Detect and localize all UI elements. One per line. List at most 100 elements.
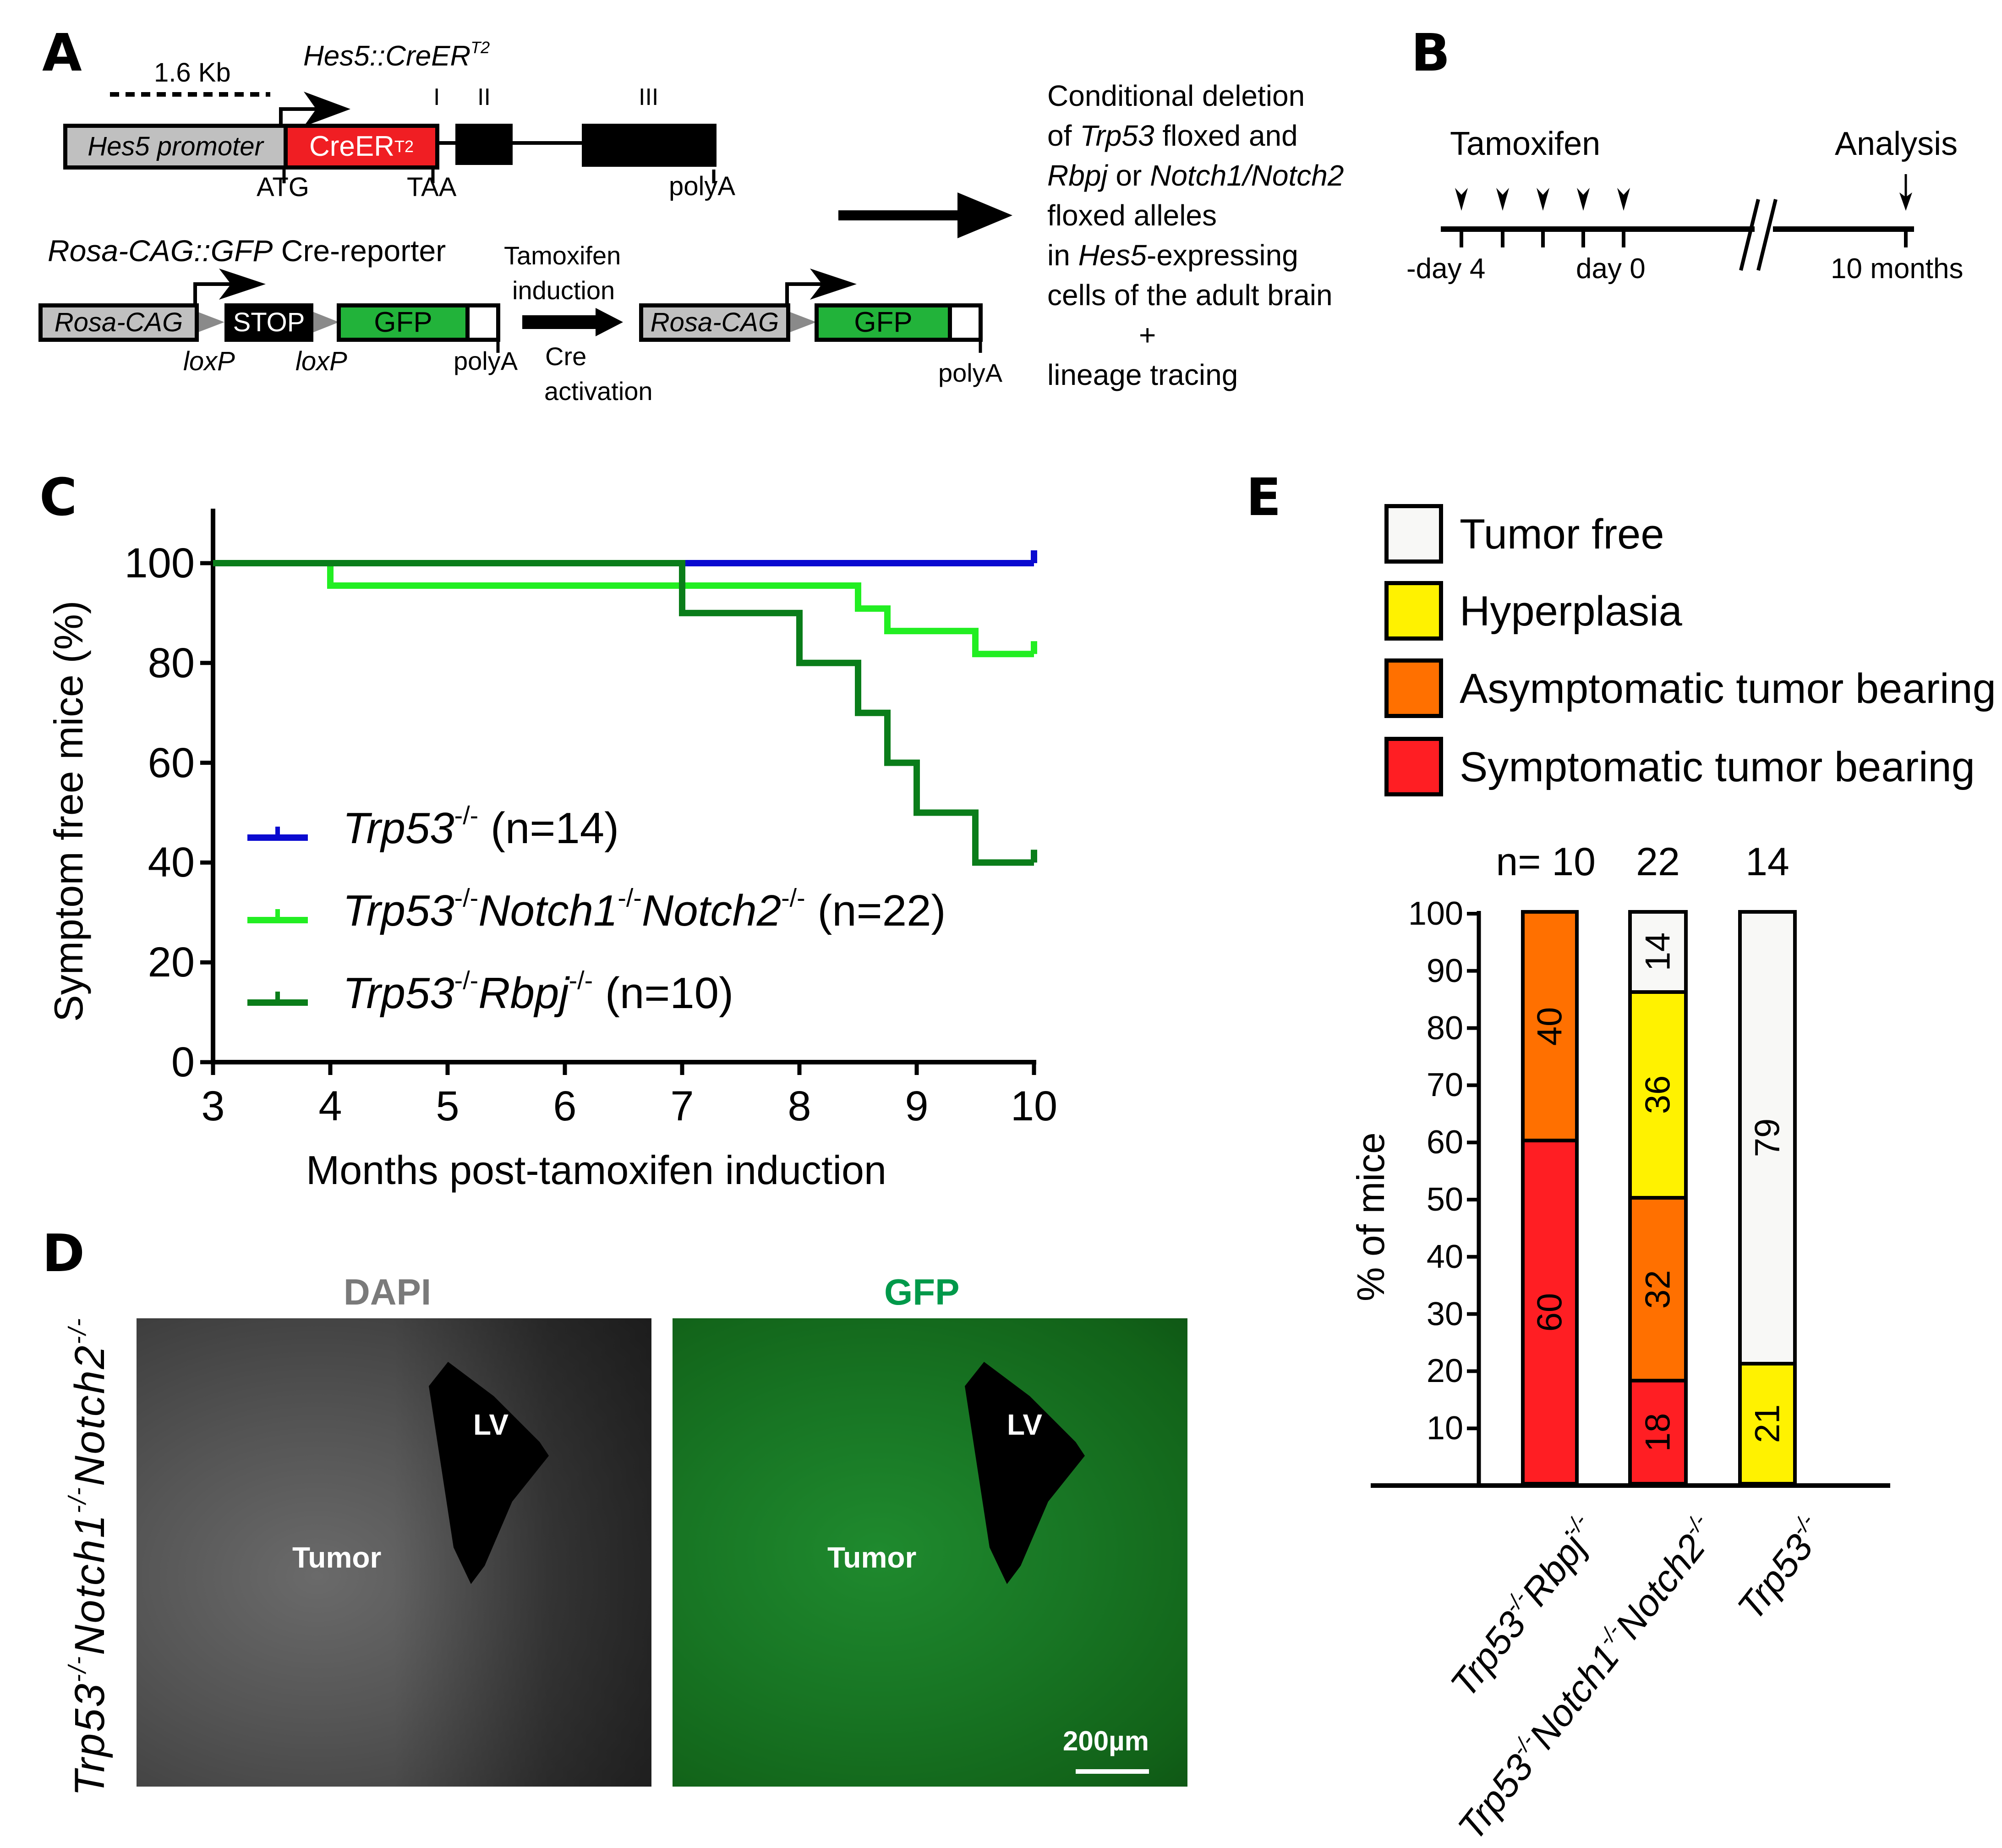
polya-box-1 bbox=[465, 303, 500, 342]
segment-value: 79 bbox=[1747, 1118, 1787, 1157]
km-x-tick: 6 bbox=[553, 1083, 577, 1130]
bar-y-tick: 80 bbox=[1426, 1009, 1463, 1047]
bar-segment: 60 bbox=[1521, 1139, 1579, 1486]
gfp-image: LV Tumor 200µm bbox=[673, 1318, 1187, 1787]
induction-top-1: Tamoxifen bbox=[504, 241, 621, 270]
bar-y-tick: 50 bbox=[1426, 1181, 1463, 1218]
legend-swatch bbox=[1384, 581, 1443, 641]
bar-segment: 14 bbox=[1628, 910, 1688, 994]
loxp-label-2: loxP bbox=[295, 346, 347, 376]
stop-box: STOP bbox=[224, 303, 313, 342]
km-x-tick: 7 bbox=[670, 1083, 694, 1130]
dapi-title: DAPI bbox=[344, 1272, 432, 1312]
construct-title: Hes5::CreERT2 bbox=[303, 38, 490, 72]
rosa-cag-box-2: Rosa-CAG bbox=[639, 303, 790, 342]
scale-bar bbox=[1076, 1769, 1149, 1774]
segment-value: 18 bbox=[1638, 1413, 1677, 1452]
panel-c-label: C bbox=[39, 468, 77, 527]
bar-segment: 18 bbox=[1628, 1379, 1688, 1486]
bar-y-tick: 30 bbox=[1426, 1295, 1463, 1333]
bar-y-tick: 60 bbox=[1426, 1124, 1463, 1161]
scale-bar-label: 200µm bbox=[1063, 1726, 1149, 1756]
km-y-tick: 80 bbox=[148, 639, 195, 686]
exon-label-i: I bbox=[433, 84, 440, 110]
lv-label-dapi: LV bbox=[473, 1408, 509, 1441]
taa-label: TAA bbox=[407, 172, 457, 202]
km-legend-item: Trp53-/-Notch1-/-Notch2-/- (n=22) bbox=[343, 883, 946, 935]
lateral-ventricle-dapi bbox=[429, 1362, 549, 1584]
timeline-start: -day 4 bbox=[1406, 253, 1486, 285]
panel-e-label: E bbox=[1246, 468, 1281, 527]
tumor-label-gfp: Tumor bbox=[827, 1541, 917, 1574]
deletion-description: Conditional deletion of Trp53 floxed and… bbox=[1047, 79, 1344, 391]
segment-value: 36 bbox=[1638, 1075, 1677, 1114]
exon-iii-block bbox=[582, 124, 717, 167]
km-x-tick: 4 bbox=[318, 1083, 342, 1130]
km-x-tick: 5 bbox=[436, 1083, 459, 1130]
bar-y-tick: 70 bbox=[1426, 1067, 1463, 1104]
km-y-tick: 100 bbox=[124, 540, 195, 587]
bar-segment: 40 bbox=[1521, 910, 1579, 1143]
bar-y-tick: 20 bbox=[1426, 1353, 1463, 1390]
gfp-title: GFP bbox=[884, 1272, 960, 1312]
hes5-promoter-box: Hes5 promoter bbox=[63, 124, 288, 170]
legend-swatch bbox=[1384, 504, 1443, 564]
exon-label-ii: II bbox=[477, 84, 491, 110]
panel-a-label: A bbox=[42, 23, 82, 83]
km-y-tick: 20 bbox=[148, 939, 195, 986]
tumor-label-dapi: Tumor bbox=[292, 1541, 382, 1574]
tamoxifen-label: Tamoxifen bbox=[1450, 126, 1601, 162]
segment-value: 60 bbox=[1530, 1293, 1569, 1332]
panel-b-label: B bbox=[1411, 23, 1450, 83]
timeline-end: 10 months bbox=[1831, 253, 1964, 285]
loxp-label-1: loxP bbox=[183, 346, 235, 376]
induction-bottom-1: Cre bbox=[545, 342, 587, 371]
legend-label: Symptomatic tumor bearing bbox=[1460, 744, 1975, 790]
km-legend-item: Trp53-/-Rbpj-/- (n=10) bbox=[343, 966, 734, 1018]
polya-label-1: polyA bbox=[669, 171, 736, 201]
stacked-bar: 60 40 bbox=[1521, 910, 1579, 1486]
km-x-tick: 3 bbox=[201, 1083, 225, 1130]
legend-swatch bbox=[1384, 658, 1443, 718]
legend-label: Tumor free bbox=[1460, 511, 1664, 558]
bar-y-tick: 40 bbox=[1426, 1238, 1463, 1275]
bar-segment: 36 bbox=[1628, 990, 1688, 1200]
sample-size-label: n= 10 bbox=[1496, 840, 1596, 884]
gfp-box-2: GFP bbox=[815, 303, 952, 342]
km-x-axis-label: Months post-tamoxifen induction bbox=[306, 1147, 886, 1193]
creer-box: CreER T2 bbox=[284, 124, 439, 170]
legend-label: Asymptomatic tumor bearing bbox=[1460, 665, 1996, 712]
gfp-box-1: GFP bbox=[337, 303, 470, 342]
legend-swatch bbox=[1384, 737, 1443, 796]
sample-size-label: 14 bbox=[1745, 840, 1789, 884]
km-x-tick: 8 bbox=[788, 1083, 811, 1130]
induction-top-2: induction bbox=[512, 276, 615, 305]
stacked-bar: 21 79 bbox=[1738, 910, 1797, 1486]
bar-y-tick: 100 bbox=[1408, 895, 1463, 932]
segment-value: 21 bbox=[1747, 1404, 1787, 1443]
lateral-ventricle-gfp bbox=[965, 1362, 1085, 1584]
induction-bottom-2: activation bbox=[544, 377, 653, 406]
bar-segment: 32 bbox=[1628, 1196, 1688, 1383]
timeline-day0: day 0 bbox=[1576, 253, 1646, 285]
exon-ii-block bbox=[455, 124, 513, 165]
analysis-label: Analysis bbox=[1835, 126, 1958, 162]
exon-label-iii: III bbox=[639, 84, 659, 110]
lv-label-gfp: LV bbox=[1007, 1408, 1043, 1441]
segment-value: 32 bbox=[1638, 1270, 1677, 1309]
dapi-image: LV Tumor bbox=[137, 1318, 651, 1787]
segment-value: 14 bbox=[1638, 932, 1677, 971]
stacked-bar: 18 32 36 14 bbox=[1628, 910, 1688, 1486]
segment-value: 40 bbox=[1530, 1007, 1569, 1046]
km-y-tick: 60 bbox=[148, 739, 195, 786]
sample-size-label: 22 bbox=[1636, 840, 1680, 884]
bar-segment: 21 bbox=[1738, 1361, 1797, 1486]
km-y-tick: 0 bbox=[171, 1039, 195, 1086]
panel-d-label: D bbox=[42, 1224, 85, 1283]
km-x-tick: 9 bbox=[905, 1083, 929, 1130]
km-x-tick: 10 bbox=[1010, 1083, 1058, 1130]
polya-label-3: polyA bbox=[938, 358, 1003, 387]
